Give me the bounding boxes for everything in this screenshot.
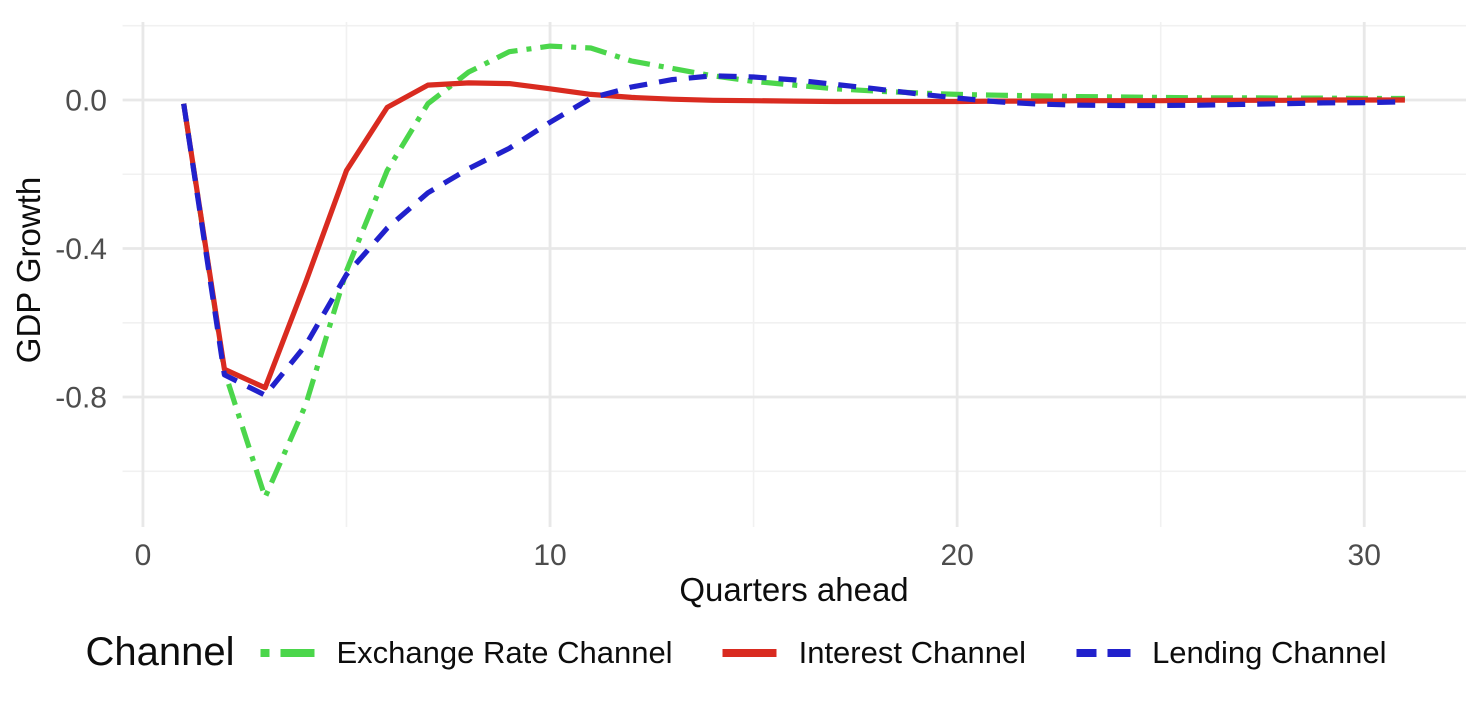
legend-label: Lending Channel <box>1152 634 1387 670</box>
x-axis-title: Quarters ahead <box>679 571 908 608</box>
y-axis-title: GDP Growth <box>10 177 47 363</box>
legend: Channel Exchange Rate Channel Interest C… <box>85 630 1386 675</box>
legend-key-dashed-icon <box>1076 648 1131 657</box>
y-tick-label: 0.0 <box>65 84 107 117</box>
y-axis-tick-labels: 0.0 -0.4 -0.8 <box>55 84 107 414</box>
x-tick-label: 30 <box>1348 539 1381 572</box>
x-axis-tick-labels: 0 10 20 30 <box>135 539 1381 572</box>
legend-label: Interest Channel <box>798 634 1027 670</box>
x-tick-label: 10 <box>533 539 566 572</box>
legend-key-solid-icon <box>722 648 777 657</box>
series-line-exchange-rate-channel <box>181 43 1405 500</box>
legend-title: Channel <box>85 630 235 674</box>
legend-label: Exchange Rate Channel <box>336 634 673 670</box>
series-line-lending-channel <box>181 73 1405 398</box>
y-tick-label: -0.4 <box>55 233 107 266</box>
legend-item-lending-channel: Lending Channel <box>1076 634 1387 671</box>
x-tick-label: 20 <box>940 539 973 572</box>
legend-key-dotdash-icon <box>260 648 315 657</box>
series-lines <box>181 43 1405 500</box>
x-tick-label: 0 <box>135 539 152 572</box>
legend-item-exchange-rate-channel: Exchange Rate Channel <box>260 634 673 671</box>
legend-item-interest-channel: Interest Channel <box>722 634 1027 671</box>
y-tick-label: -0.8 <box>55 382 107 415</box>
series-line-interest-channel <box>181 80 1405 391</box>
